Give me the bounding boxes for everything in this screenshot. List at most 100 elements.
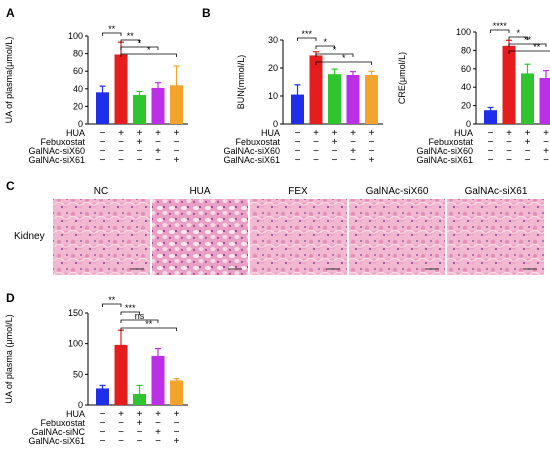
treatment-sign: + xyxy=(369,128,375,139)
treatment-sign: − xyxy=(100,128,106,139)
y-axis-label: BUN(mmol/L) xyxy=(236,55,246,110)
y-tick-label: 40 xyxy=(73,84,83,94)
histology-label-six60: GalNAc-siX60 xyxy=(366,186,429,197)
treatment-label: Febuxostat xyxy=(40,418,85,428)
treatment-sign: + xyxy=(313,128,319,139)
treatment-sign: − xyxy=(525,155,531,166)
histology-image-nc: NC xyxy=(53,186,150,275)
significance-bracket xyxy=(315,45,335,49)
treatment-sign: − xyxy=(100,155,106,166)
significance-bracket xyxy=(120,311,140,315)
treatment-label: GalNAc-siX61 xyxy=(28,155,85,165)
treatment-sign: + xyxy=(525,137,531,148)
bar-febuxostat xyxy=(328,74,341,124)
y-tick-label: 80 xyxy=(461,45,471,55)
treatment-sign: + xyxy=(118,409,124,420)
treatment-label: GalNAc-siX61 xyxy=(416,155,473,165)
significance-label: ** xyxy=(108,24,116,34)
treatment-sign: + xyxy=(137,418,143,429)
y-tick-label: 100 xyxy=(68,31,83,41)
bar-galnac-sinc xyxy=(151,355,165,405)
treatment-sign: + xyxy=(137,128,143,139)
significance-label: ** xyxy=(108,295,116,305)
treatment-sign: − xyxy=(295,128,301,139)
bar-hua xyxy=(114,54,128,125)
significance-label: * xyxy=(147,45,151,55)
histology-image-six60: GalNAc-siX60 xyxy=(349,186,445,275)
significance-bracket xyxy=(102,32,122,36)
kidney-label: Kidney xyxy=(14,231,45,242)
treatment-sign: − xyxy=(155,418,161,429)
treatment-sign: − xyxy=(137,155,143,166)
treatment-sign: + xyxy=(174,436,180,447)
treatment-sign: − xyxy=(100,418,106,429)
treatment-sign: + xyxy=(137,137,143,148)
panel-letter-b: B xyxy=(202,6,211,20)
bar-febuxostat xyxy=(133,94,146,124)
treatment-label: GalNAc-siNC xyxy=(31,427,85,437)
y-tick-label: 60 xyxy=(73,66,83,76)
treatment-sign: − xyxy=(118,436,124,447)
treatment-sign: − xyxy=(369,146,375,157)
treatment-sign: − xyxy=(350,155,356,166)
significance-bracket xyxy=(120,327,177,331)
y-axis-label: UA of plasma(μmol/L) xyxy=(4,37,14,124)
treatment-sign: − xyxy=(174,137,180,148)
treatment-sign: + xyxy=(543,128,549,139)
significance-label: **** xyxy=(493,21,508,31)
significance-label: ** xyxy=(127,31,135,41)
treatment-sign: − xyxy=(350,137,356,148)
treatment-sign: − xyxy=(174,418,180,429)
treatment-label: GalNAc-siX60 xyxy=(416,146,473,156)
treatment-sign: + xyxy=(137,409,143,420)
y-tick-label: 50 xyxy=(73,369,83,379)
significance-label: * xyxy=(342,53,346,63)
significance-label: ** xyxy=(524,35,532,45)
bar-hua xyxy=(114,344,128,405)
bar-nc xyxy=(484,110,497,124)
treatment-sign: − xyxy=(488,155,494,166)
treatment-sign: − xyxy=(118,155,124,166)
bar-nc xyxy=(96,92,109,124)
treatment-label: HUA xyxy=(66,409,85,419)
significance-label: ns xyxy=(135,311,145,321)
treatment-sign: − xyxy=(543,155,549,166)
chart-b2: 020406080100CRE(μmol/L)*********HUA−++++… xyxy=(397,21,550,166)
treatment-sign: − xyxy=(506,155,512,166)
histology-image-fex: FEX xyxy=(250,186,347,275)
treatment-sign: + xyxy=(155,146,161,157)
histology-label-six61: GalNAc-siX61 xyxy=(465,186,528,197)
significance-label: * xyxy=(516,28,520,38)
significance-bracket xyxy=(508,50,550,54)
histology-image-six61: GalNAc-siX61 xyxy=(447,186,544,275)
histology-label-fex: FEX xyxy=(288,186,308,197)
treatment-sign: − xyxy=(100,146,106,157)
treatment-sign: − xyxy=(174,146,180,157)
significance-bracket xyxy=(490,29,510,33)
treatment-label: Febuxostat xyxy=(428,137,473,147)
treatment-sign: − xyxy=(313,137,319,148)
treatment-sign: − xyxy=(525,146,531,157)
treatment-sign: + xyxy=(350,128,356,139)
treatment-label: HUA xyxy=(454,128,473,138)
significance-label: * xyxy=(138,38,142,48)
treatment-sign: − xyxy=(155,155,161,166)
treatment-sign: − xyxy=(295,146,301,157)
bar-febuxostat xyxy=(521,73,534,124)
significance-label: *** xyxy=(301,29,312,39)
significance-bracket xyxy=(102,303,122,307)
treatment-sign: − xyxy=(118,427,124,438)
panel-letter-d: D xyxy=(6,291,15,305)
y-tick-label: 30 xyxy=(268,35,278,45)
treatment-sign: − xyxy=(332,146,338,157)
treatment-label: GalNAc-siX61 xyxy=(223,155,280,165)
treatment-sign: − xyxy=(100,137,106,148)
treatment-sign: − xyxy=(506,146,512,157)
y-tick-label: 100 xyxy=(456,27,471,37)
significance-bracket xyxy=(120,319,159,323)
panel-letter-a: A xyxy=(6,6,15,20)
